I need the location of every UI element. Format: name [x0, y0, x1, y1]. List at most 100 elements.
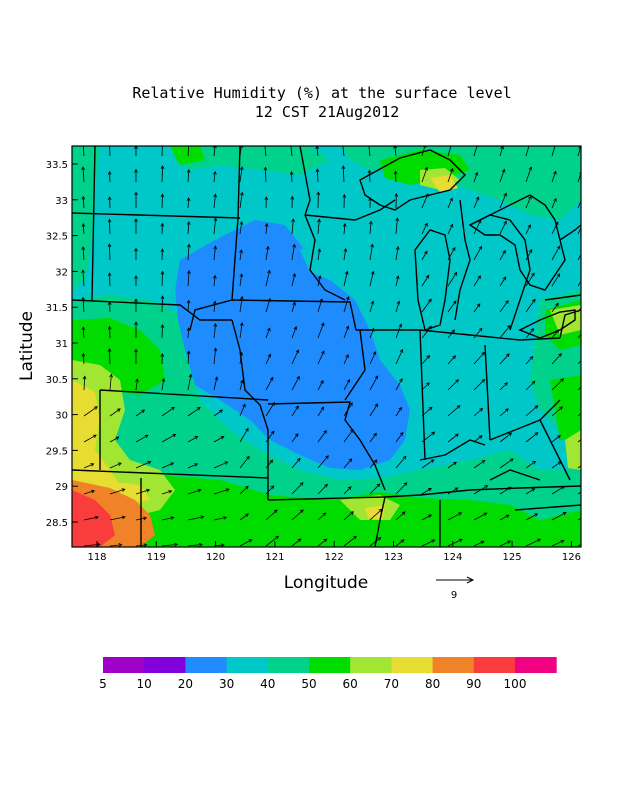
wind-arrow [369, 459, 378, 469]
wind-arrow [109, 146, 111, 157]
wind-arrow [369, 270, 375, 287]
wind-arrow [315, 168, 320, 183]
wind-arrow [134, 191, 138, 209]
colorbar-swatch [103, 657, 145, 673]
wind-arrow [109, 515, 126, 521]
wind-arrow [187, 146, 190, 157]
wind-arrow [577, 171, 581, 183]
wind-arrow [551, 302, 559, 313]
wind-arrow [525, 460, 537, 469]
wind-arrow [577, 544, 581, 547]
wind-arrow [239, 455, 250, 469]
wind-arrow [343, 486, 352, 495]
wind-arrow [212, 170, 217, 183]
wind-arrow [421, 539, 436, 547]
wind-arrow [135, 488, 151, 495]
wind-arrow [342, 223, 347, 235]
wind-arrow [369, 508, 383, 521]
wind-arrow [82, 375, 87, 391]
colorbar [103, 657, 557, 673]
wind-arrow [212, 274, 217, 287]
wind-arrow [421, 250, 428, 261]
wind-arrow [393, 170, 398, 183]
wind-arrow [135, 434, 149, 443]
colorbar-label: 90 [466, 677, 481, 691]
wind-arrow [186, 221, 191, 235]
wind-arrow [83, 406, 98, 417]
wind-arrow [135, 460, 152, 469]
x-tick-label: 125 [503, 552, 522, 563]
great-lakes [359, 149, 581, 339]
wind-arrow [265, 327, 271, 339]
vector-key-value: 9 [451, 590, 457, 601]
y-tick-label: 33 [55, 196, 68, 207]
colorbar-swatch [473, 657, 516, 673]
wind-arrow [525, 432, 539, 443]
colorbar-label: 30 [219, 677, 234, 691]
wind-arrow [343, 535, 357, 547]
wind-arrow [447, 538, 463, 547]
wind-arrow [525, 298, 536, 313]
map-subtitle: 12 CST 21Aug2012 [255, 103, 400, 121]
wind-arrow [395, 300, 401, 313]
x-tick-label: 119 [147, 552, 166, 563]
wind-arrow [447, 433, 459, 443]
wind-arrow [525, 538, 542, 547]
wind-arrow [473, 171, 479, 183]
wind-arrow [499, 540, 512, 547]
wind-arrow [265, 430, 275, 443]
wind-arrow [291, 509, 304, 521]
wind-arrow [369, 432, 377, 443]
wind-arrow [551, 146, 556, 157]
wind-arrow [107, 348, 112, 365]
wind-arrow [317, 248, 322, 261]
wind-arrow [317, 429, 327, 443]
x-tick-label: 122 [325, 552, 344, 563]
wind-arrow [81, 246, 86, 261]
colorbar-label: 10 [137, 677, 152, 691]
wind-arrow [213, 300, 217, 313]
colorbar-label: 5 [99, 677, 107, 691]
wind-arrow [187, 407, 201, 417]
wind-arrow [265, 535, 280, 547]
wind-arrow [109, 408, 121, 417]
wind-arrow [186, 168, 191, 183]
wind-arrow [525, 355, 534, 365]
wind-arrow [499, 458, 514, 469]
wind-arrow [187, 488, 202, 495]
wind-arrow [551, 221, 559, 235]
wind-arrow [81, 296, 86, 313]
wind-arrow [134, 298, 138, 313]
wind-arrow [577, 333, 581, 339]
wind-arrow [421, 193, 429, 209]
wind-arrow [291, 301, 296, 313]
wind-arrow [447, 355, 456, 365]
wind-arrow [187, 542, 203, 547]
colorbar-swatch [432, 657, 475, 673]
wind-arrow [525, 327, 535, 339]
wind-arrow [421, 325, 432, 339]
wind-arrow [264, 196, 269, 209]
colorbar-label: 60 [343, 677, 358, 691]
wind-arrow [343, 428, 354, 443]
wind-arrow [499, 276, 507, 287]
wind-arrow [368, 197, 373, 209]
wind-arrow [213, 436, 225, 443]
wind-arrow [421, 222, 428, 235]
wind-arrow [369, 327, 375, 339]
wind-arrow [81, 326, 86, 339]
wind-arrow [83, 434, 97, 443]
wind-arrow [81, 352, 86, 365]
wind-arrow [289, 171, 294, 183]
wind-arrow [369, 537, 382, 547]
wind-arrow [551, 461, 562, 469]
wind-arrow [577, 439, 581, 443]
wind-arrow [291, 405, 299, 417]
wind-arrow [499, 408, 509, 417]
wind-arrow [239, 249, 243, 261]
wind-arrow [447, 379, 460, 391]
wind-arrow [421, 298, 432, 313]
colorbar-swatch [309, 657, 351, 673]
wind-arrow [160, 193, 165, 209]
wind-arrow [395, 511, 406, 521]
